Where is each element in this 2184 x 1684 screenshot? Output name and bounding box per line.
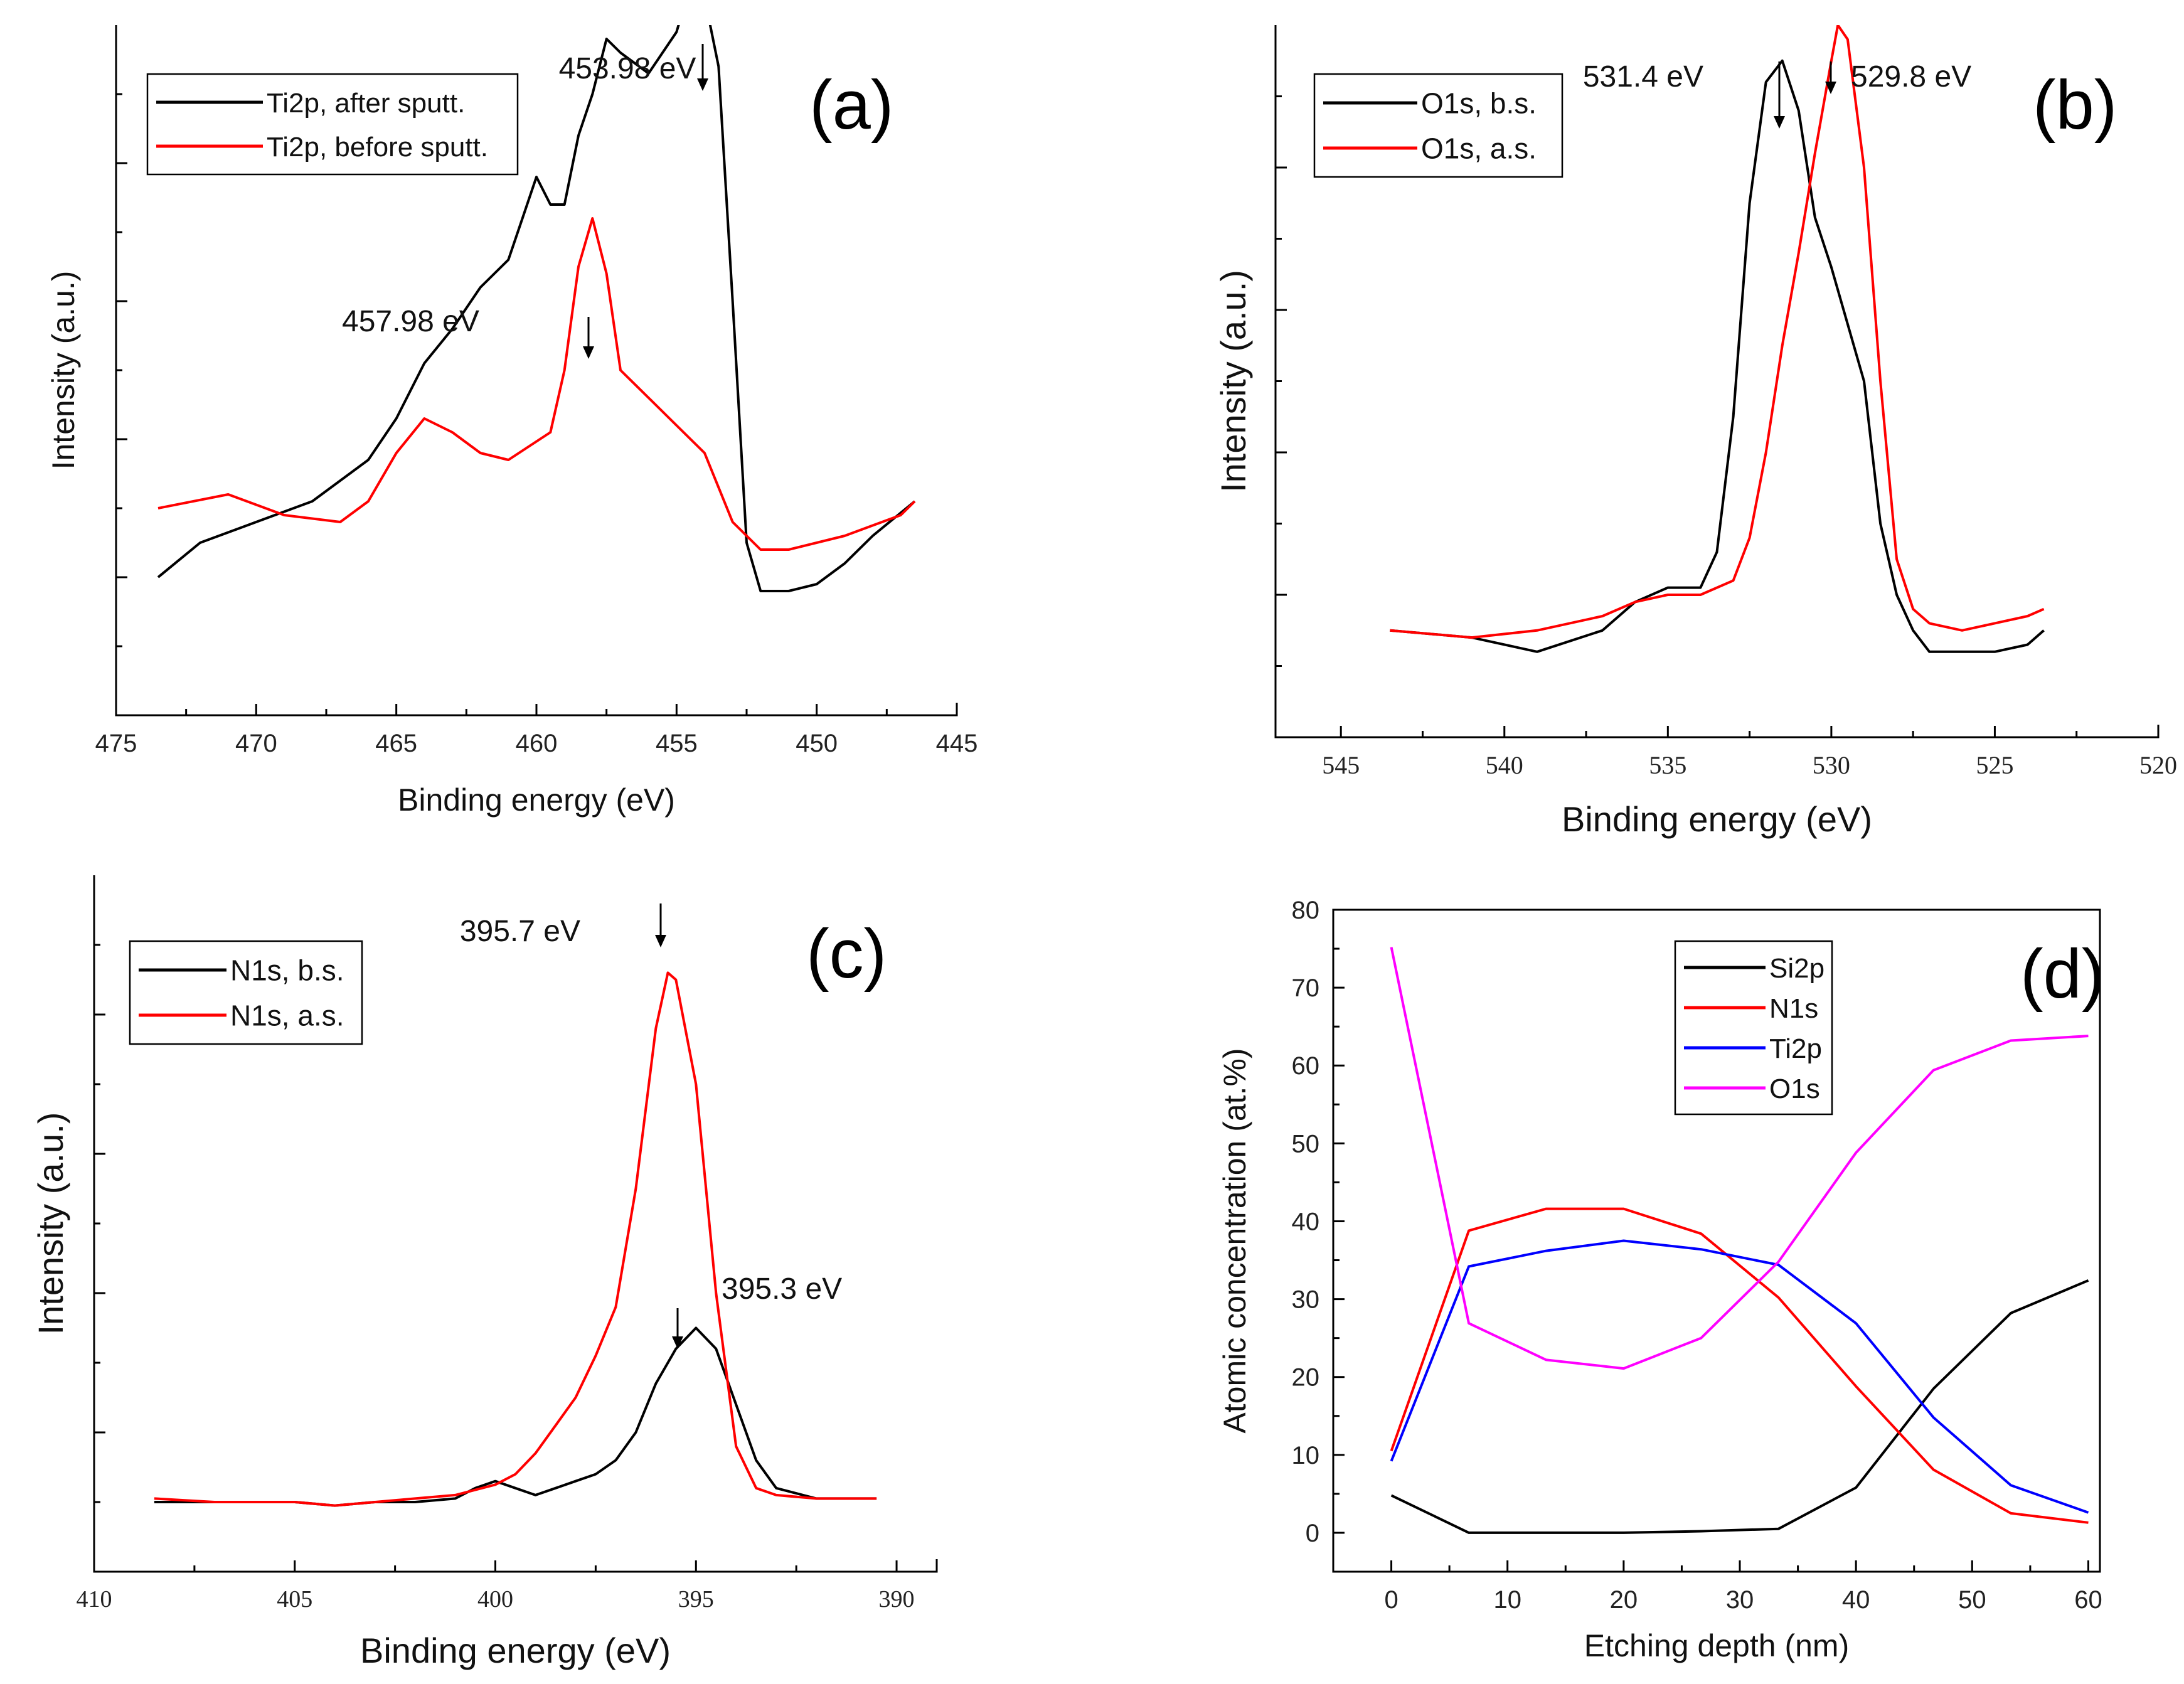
y-axis-title: Intensity (a.u.) [31,1112,70,1335]
y-axis-title: Atomic concentration (at.%) [1217,1048,1252,1433]
legend-entry: N1s, b.s. [230,954,344,987]
annotation-arrow-head [655,935,666,947]
x-axis-title: Etching depth (nm) [1584,1628,1849,1663]
legend-entry: N1s, a.s. [230,999,344,1032]
x-tick-label: 60 [2074,1586,2102,1614]
legend-entry: Ti2p, after sputt. [267,88,465,119]
legend-entry: Ti2p [1769,1033,1822,1064]
panel-label: (b) [2033,67,2117,144]
series-line-Ti2p, before sputt. [157,217,916,551]
series-line-Ti2p [1390,1239,2089,1514]
y-tick-label: 0 [1306,1520,1319,1547]
x-tick-label: 445 [936,730,978,757]
legend-box [1674,940,1833,1116]
x-tick-label: 50 [1958,1586,1986,1614]
legend-entry: Ti2p, before sputt. [267,132,488,163]
x-tick-label: 470 [235,730,277,757]
x-tick-label: 30 [1726,1586,1754,1614]
panel-label: (c) [806,915,887,993]
x-axis-title: Binding energy (eV) [360,1631,671,1670]
x-tick-label: 410 [77,1586,112,1612]
panel-d: 0 10 20 30 40 50 60 0 10 20 30 40 50 60 70 80 Etching de… [1217,897,2104,1663]
x-tick-label: 40 [1842,1586,1870,1614]
peak-annotation: 529.8 eV [1851,60,1971,93]
x-tick-label: 545 [1322,751,1360,779]
x-tick-label: 390 [879,1586,915,1612]
annotation-arrow-head [1825,82,1836,94]
x-tick-label: 455 [656,730,698,757]
legend-box [129,940,363,1045]
series-line-O1s [1390,947,2089,1370]
peak-annotation: 531.4 eV [1583,60,1703,93]
panel-b: 545 540 535 530 525 520 Binding energy (eV) Int… [1213,25,2177,839]
x-axis-title: Binding energy (eV) [1562,799,1872,839]
x-tick-label: 530 [1813,751,1850,779]
y-axis-title: Intensity (a.u.) [46,271,81,470]
panel-label: (d) [2020,935,2104,1013]
y-axis-title: Intensity (a.u.) [1213,270,1253,493]
x-tick-label: 450 [796,730,838,757]
series-line-N1s [1390,1207,2089,1524]
axis-frame [1332,909,2101,1573]
peak-annotation: 453.98 eV [559,52,696,85]
panel-label: (a) [809,67,893,144]
series-line-N1s, a.s. [154,971,877,1507]
legend-box [1313,73,1563,178]
y-tick-label: 70 [1292,974,1320,1002]
y-tick-label: 40 [1292,1208,1320,1235]
y-tick-label: 30 [1292,1286,1320,1314]
y-tick-label: 10 [1292,1442,1320,1469]
legend-entry: N1s [1769,993,1818,1024]
x-tick-label: 460 [516,730,558,757]
series-line-Si2p [1390,1279,2089,1534]
series-line-O1s, a.s. [1390,25,2045,639]
x-tick-label: 10 [1493,1586,1521,1614]
y-tick-label: 50 [1292,1130,1320,1158]
x-tick-label: 0 [1384,1586,1398,1614]
annotation-arrow-head [672,1336,683,1349]
x-tick-label: 465 [375,730,417,757]
peak-annotation: 395.3 eV [722,1272,842,1306]
x-tick-label: 525 [1976,751,2013,779]
legend-entry: Si2p [1769,953,1824,984]
peak-annotation: 457.98 eV [342,305,479,338]
y-tick-label: 80 [1292,897,1320,924]
x-tick-label: 20 [1610,1586,1638,1614]
annotation-arrow-head [1774,116,1785,129]
legend-entry: O1s, b.s. [1421,87,1537,120]
y-tick-label: 60 [1292,1052,1320,1080]
y-tick-label: 20 [1292,1364,1320,1392]
peak-annotation: 395.7 eV [460,915,580,948]
panel-a: 475 470 465 460 455 450 445 Binding energy (eV)… [46,25,978,818]
x-tick-label: 540 [1486,751,1523,779]
x-tick-label: 475 [95,730,137,757]
annotation-arrow-head [697,78,708,91]
x-tick-label: 400 [477,1586,513,1612]
series-line-Ti2p, after sputt. [157,25,916,592]
series-line-O1s, b.s. [1390,59,2045,653]
panel-c: 410 405 400 395 390 Binding energy (eV) Intens… [31,875,938,1670]
series-line-N1s, b.s. [154,1326,877,1507]
x-tick-label: 535 [1649,751,1686,779]
x-tick-label: 520 [2139,751,2177,779]
x-tick-label: 405 [277,1586,312,1612]
x-tick-label: 395 [678,1586,714,1612]
x-axis-title: Binding energy (eV) [398,782,675,818]
annotation-arrow-head [583,346,594,359]
legend-entry: O1s [1769,1074,1820,1104]
legend-box [146,73,519,176]
legend-entry: O1s, a.s. [1421,132,1537,165]
